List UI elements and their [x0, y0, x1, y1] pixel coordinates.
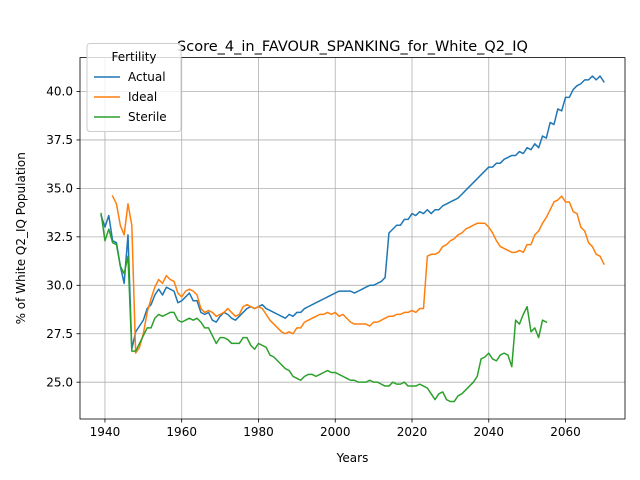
legend-label-actual: Actual: [128, 70, 166, 84]
series-line-sterile: [100, 212, 548, 403]
x-tick-label: 2040: [473, 425, 504, 439]
legend-label-sterile: Sterile: [128, 110, 167, 124]
series-line-actual: [100, 75, 605, 350]
chart-title: Score_4_in_FAVOUR_SPANKING_for_White_Q2_…: [177, 39, 528, 55]
legend-entries: Actual Ideal Sterile: [94, 70, 167, 124]
plot-frame: [79, 57, 626, 420]
y-tick-label: 27.5: [46, 327, 73, 341]
legend-box: [86, 43, 182, 132]
y-tick-label: 37.5: [46, 133, 73, 147]
grid: [80, 57, 625, 419]
y-tick-label: 32.5: [46, 230, 73, 244]
series-layer: [100, 75, 605, 403]
x-tick-label: 2000: [320, 425, 351, 439]
x-tick-label: 1980: [243, 425, 274, 439]
y-axis-label: % of White Q2_IQ Population: [14, 152, 28, 324]
legend-label-ideal: Ideal: [128, 90, 157, 104]
x-tick-label: 2020: [397, 425, 428, 439]
y-tick-label: 30.0: [46, 278, 73, 292]
y-tick-label: 25.0: [46, 375, 73, 389]
legend-title: Fertility: [111, 50, 156, 64]
legend: Fertility Actual Ideal Sterile: [86, 43, 182, 132]
series-line-ideal: [111, 195, 605, 354]
x-tick-label: 1940: [90, 425, 121, 439]
x-tick-label: 1960: [166, 425, 197, 439]
y-tick-label: 35.0: [46, 182, 73, 196]
x-axis-label: Years: [336, 451, 369, 465]
axis-ticks: 1940 1960 1980 2000 2020 2040 2060 25.0 27.5 30.0…: [46, 85, 581, 439]
x-tick-label: 2060: [550, 425, 581, 439]
y-tick-label: 40.0: [46, 85, 73, 99]
